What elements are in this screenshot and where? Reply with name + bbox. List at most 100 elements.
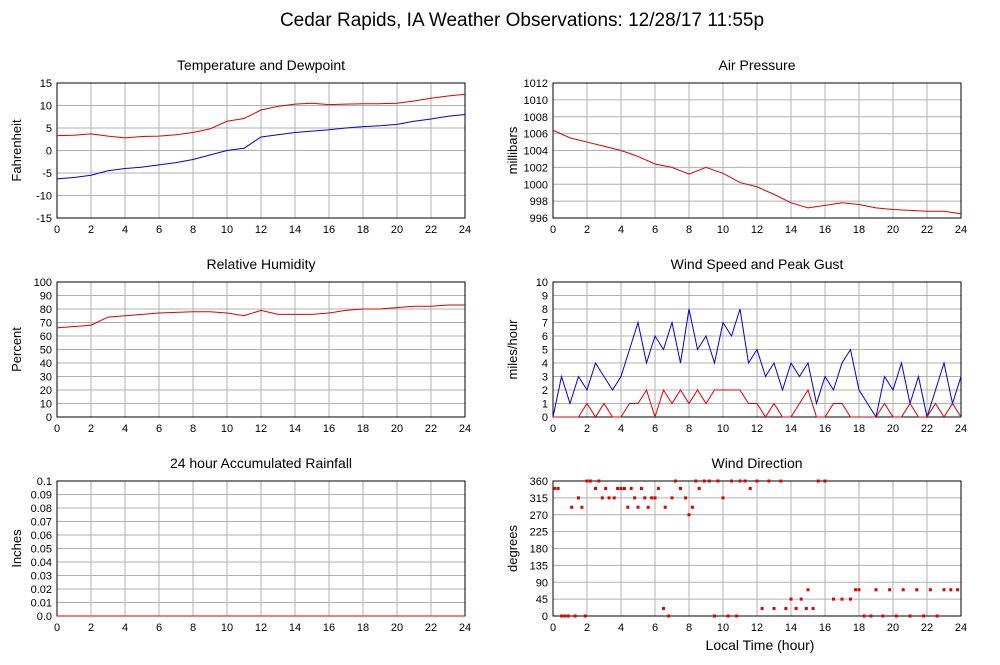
x-tick-label: 16 <box>819 423 831 435</box>
y-axis-label: degrees <box>505 525 520 572</box>
y-tick-label: 180 <box>530 544 548 556</box>
x-tick-label: 10 <box>717 224 729 236</box>
y-tick-label: 45 <box>536 594 548 606</box>
x-tick-label: 18 <box>357 224 369 236</box>
y-tick-label: 90 <box>536 577 548 589</box>
x-axis-label: Local Time (hour) <box>706 637 815 653</box>
data-point <box>629 487 633 490</box>
x-tick-label: 2 <box>88 622 94 634</box>
data-point <box>673 479 677 483</box>
data-point <box>653 496 657 500</box>
chart-title: Temperature and Dewpoint <box>177 57 345 73</box>
y-tick-label: 50 <box>40 345 52 357</box>
x-tick-label: 18 <box>853 622 865 634</box>
x-tick-label: 2 <box>584 423 590 435</box>
x-tick-label: 18 <box>853 423 865 435</box>
y-tick-label: 80 <box>40 304 52 316</box>
data-point <box>566 614 570 618</box>
x-tick-label: 10 <box>717 423 729 435</box>
x-tick-label: 20 <box>391 224 403 236</box>
y-tick-label: 135 <box>530 560 548 572</box>
data-point <box>743 479 747 483</box>
data-point <box>707 479 711 483</box>
data-line <box>553 388 962 419</box>
x-tick-label: 2 <box>88 224 94 236</box>
x-tick-label: 14 <box>785 622 797 634</box>
x-tick-label: 22 <box>921 224 933 236</box>
x-tick-label: 6 <box>652 622 658 634</box>
data-point <box>697 487 701 490</box>
data-point <box>779 479 783 483</box>
x-tick-label: 22 <box>921 423 933 435</box>
data-point <box>713 614 716 618</box>
data-point <box>690 505 694 509</box>
chart: 24 hour Accumulated RainfallInches0.00.0… <box>9 455 471 634</box>
data-point <box>577 496 580 500</box>
y-tick-label: 6 <box>542 331 548 343</box>
y-tick-label: 90 <box>40 291 52 303</box>
data-point <box>874 588 878 592</box>
y-tick-label: 1004 <box>524 146 548 158</box>
data-point <box>687 513 691 517</box>
y-tick-label: 225 <box>530 527 548 539</box>
data-point <box>633 496 637 500</box>
chart-title: Wind Direction <box>711 455 802 471</box>
x-tick-label: 6 <box>156 423 162 435</box>
data-point <box>784 607 788 610</box>
x-tick-label: 12 <box>255 622 267 634</box>
y-tick-label: 30 <box>40 372 52 384</box>
y-tick-label: 0.0 <box>37 611 52 623</box>
y-tick-label: 70 <box>40 318 52 330</box>
y-tick-label: 0.01 <box>31 598 52 610</box>
data-point <box>799 597 803 601</box>
y-tick-label: 100 <box>34 277 52 289</box>
data-point <box>607 496 611 500</box>
data-point <box>662 607 665 610</box>
x-tick-label: 16 <box>323 622 335 634</box>
y-tick-label: 9 <box>542 291 548 303</box>
data-point <box>716 479 720 483</box>
x-tick-label: 8 <box>686 423 692 435</box>
y-tick-label: 270 <box>530 510 548 522</box>
x-tick-label: 10 <box>221 224 233 236</box>
chart: Wind Speed and Peak Gustmiles/hour012345… <box>505 256 967 435</box>
y-tick-label: 5 <box>46 123 52 135</box>
x-tick-label: 12 <box>751 423 763 435</box>
x-tick-label: 12 <box>751 224 763 236</box>
y-tick-label: 0.07 <box>31 517 52 529</box>
y-tick-label: 1008 <box>524 112 548 124</box>
y-tick-label: 1 <box>542 399 548 411</box>
x-tick-label: 8 <box>686 224 692 236</box>
y-axis-label: Percent <box>9 327 24 372</box>
chart: Wind Directiondegrees0459013518022527031… <box>505 455 967 634</box>
plot-border <box>552 82 962 219</box>
y-tick-label: 0 <box>46 412 52 424</box>
y-tick-label: 7 <box>542 318 548 330</box>
data-point <box>849 597 852 601</box>
y-tick-label: 10 <box>40 101 52 113</box>
y-tick-label: 0 <box>542 611 548 623</box>
y-tick-label: 10 <box>40 399 52 411</box>
plot-border <box>56 281 466 418</box>
x-tick-label: 24 <box>955 622 967 634</box>
y-tick-label: 996 <box>530 213 548 225</box>
data-point <box>721 496 725 500</box>
x-tick-label: 2 <box>88 423 94 435</box>
data-line <box>56 114 466 180</box>
y-tick-label: 360 <box>530 476 548 488</box>
y-tick-label: 1012 <box>524 78 548 90</box>
chart-title: Air Pressure <box>718 57 795 73</box>
x-tick-label: 24 <box>955 423 967 435</box>
x-tick-label: 0 <box>54 622 60 634</box>
data-point <box>789 597 793 601</box>
data-point <box>670 496 674 500</box>
data-point <box>656 487 660 490</box>
y-tick-label: 0.1 <box>37 476 52 488</box>
data-point <box>570 505 574 509</box>
x-tick-label: 6 <box>652 423 658 435</box>
data-point <box>823 479 827 483</box>
data-point <box>908 614 912 618</box>
x-tick-label: 8 <box>190 423 196 435</box>
data-line <box>56 304 465 329</box>
x-tick-label: 0 <box>54 224 60 236</box>
